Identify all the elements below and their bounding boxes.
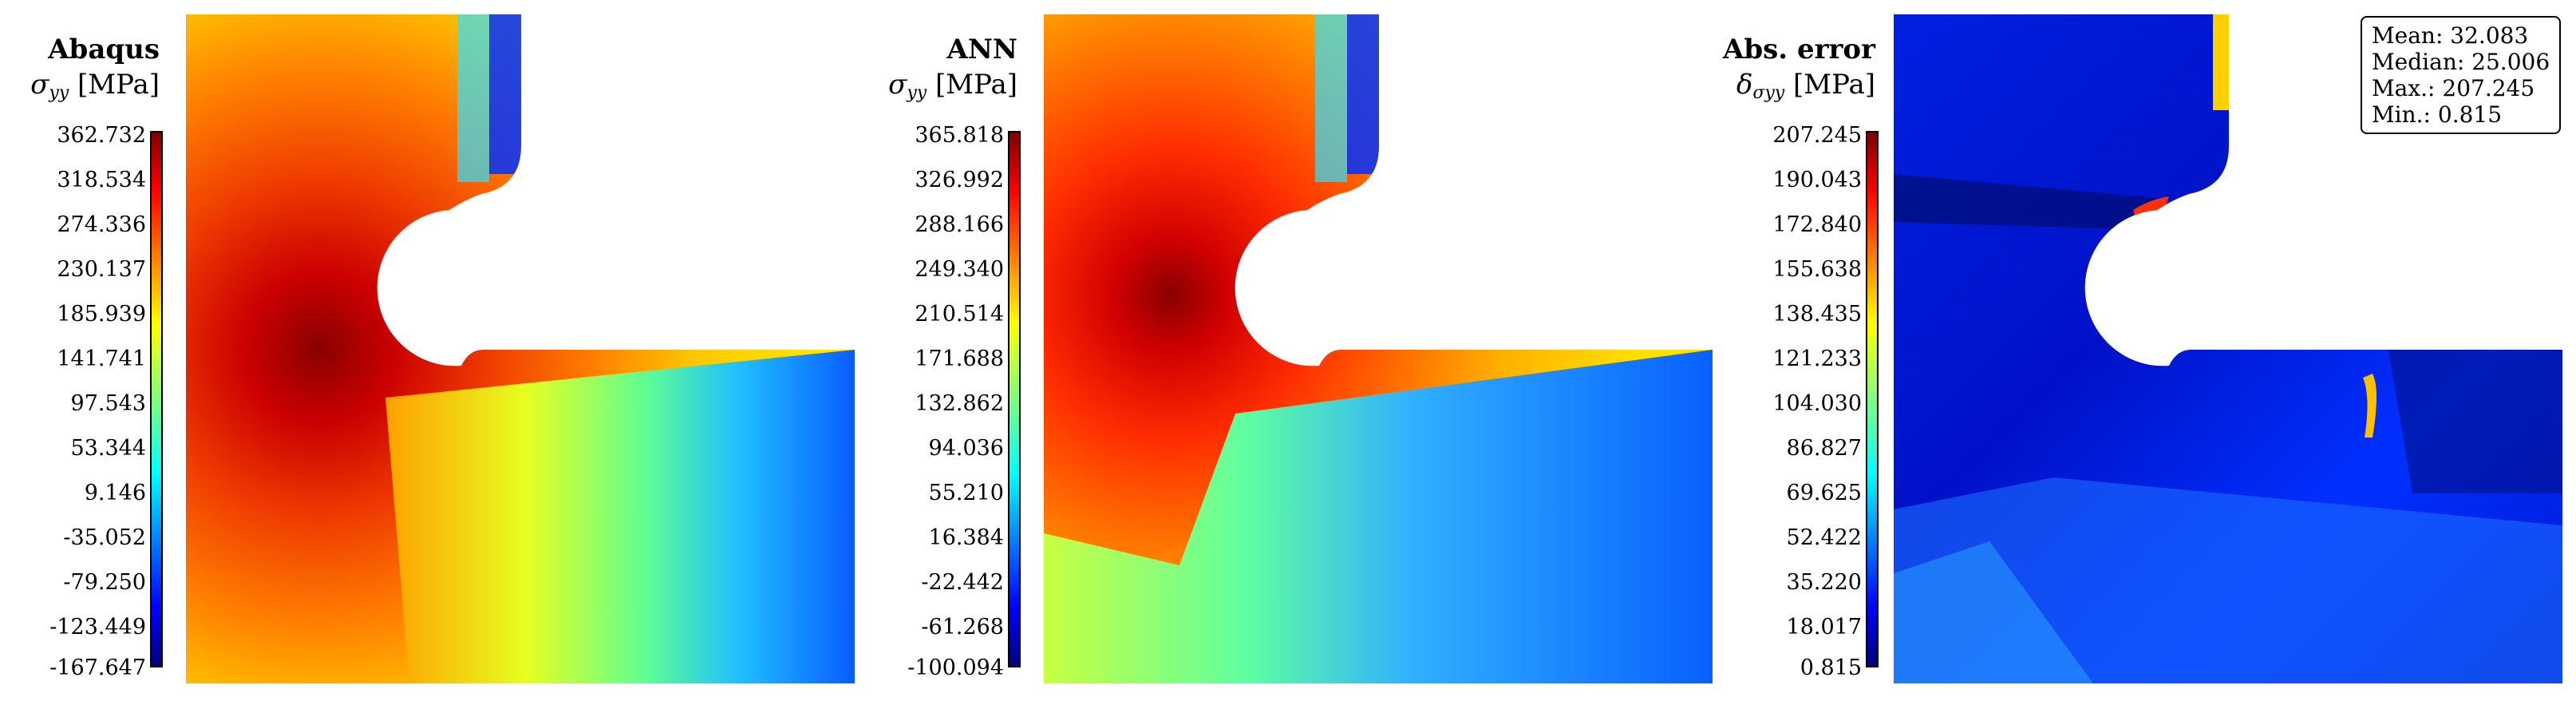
quantity-symbol: δ	[1736, 69, 1753, 101]
stat-max: Max.: 207.245	[2372, 75, 2535, 101]
quantity-unit: [MPa]	[1793, 69, 1875, 101]
quantity-subscript: yy	[907, 83, 927, 103]
tick-label: 210.514	[915, 302, 1004, 327]
tick-label: -100.094	[907, 655, 1004, 680]
tick-label: 318.534	[57, 168, 146, 192]
panel-abs-error: Abs. error δσyy [MPa] 207.245 190.043 17…	[1716, 0, 2576, 701]
stress-field-abaqus	[186, 14, 855, 683]
tick-label: -22.442	[921, 570, 1004, 595]
tick-label: 326.992	[915, 168, 1004, 192]
tick-label: 9.146	[84, 481, 146, 505]
error-statistics-box: Mean: 32.083 Median: 25.006 Max.: 207.24…	[2361, 16, 2562, 134]
panel-title: Abs. error	[1722, 34, 1875, 65]
tick-label: 121.233	[1772, 347, 1862, 371]
stat-median: Median: 25.006	[2372, 49, 2550, 75]
tick-label: 362.732	[57, 123, 146, 148]
tick-label: 190.043	[1772, 168, 1862, 192]
quantity-symbol: σ	[888, 69, 907, 101]
panel-title: Abaqus	[48, 34, 160, 65]
panel-ann: ANN σyy [MPa] 365.818 326.992 288.166 24…	[858, 0, 1716, 701]
tick-label: 172.840	[1772, 212, 1862, 237]
tick-label: 97.543	[70, 391, 146, 416]
tick-label: 155.638	[1772, 257, 1862, 282]
tick-label: 207.245	[1772, 123, 1862, 148]
quantity-unit: [MPa]	[77, 69, 160, 101]
stress-field-ann	[1044, 14, 1713, 683]
tick-label: 53.344	[70, 436, 146, 461]
tick-label: 171.688	[915, 347, 1004, 371]
tick-label: 249.340	[915, 257, 1004, 282]
tick-label: 141.741	[57, 347, 146, 371]
tick-label: 16.384	[928, 525, 1004, 550]
tick-label: 86.827	[1786, 436, 1862, 461]
tick-label: 288.166	[915, 212, 1004, 237]
tick-label: -61.268	[921, 615, 1004, 640]
tick-label: 230.137	[57, 257, 146, 282]
panel-abaqus: Abaqus σyy [MPa] 362.732 318.534 274.336…	[0, 0, 858, 701]
quantity-label: δσyy [MPa]	[1736, 69, 1875, 109]
stat-mean: Mean: 32.083	[2372, 22, 2529, 49]
quantity-label: σyy [MPa]	[888, 69, 1017, 109]
tick-label: 94.036	[928, 436, 1004, 461]
quantity-unit: [MPa]	[935, 69, 1017, 101]
colorbar	[150, 131, 163, 667]
tick-label: -123.449	[49, 615, 146, 640]
tick-label: 18.017	[1786, 615, 1862, 640]
tick-label: 365.818	[915, 123, 1004, 148]
tick-label: -79.250	[63, 570, 146, 595]
tick-label: 69.625	[1786, 481, 1862, 505]
tick-label: 35.220	[1786, 570, 1862, 595]
panel-title: ANN	[946, 34, 1017, 65]
colorbar	[1866, 131, 1879, 667]
tick-label: 185.939	[57, 302, 146, 327]
tick-label: -35.052	[63, 525, 146, 550]
error-field	[1894, 14, 2562, 683]
quantity-subscript: σyy	[1752, 83, 1785, 103]
tick-label: 132.862	[915, 391, 1004, 416]
quantity-subscript: yy	[49, 83, 69, 103]
tick-label: 274.336	[57, 212, 146, 237]
quantity-symbol: σ	[30, 69, 49, 101]
tick-label: 0.815	[1800, 655, 1862, 680]
colorbar	[1008, 131, 1021, 667]
tick-label: 52.422	[1786, 525, 1862, 550]
tick-label: -167.647	[49, 655, 146, 680]
tick-label: 138.435	[1772, 302, 1862, 327]
tick-label: 55.210	[928, 481, 1004, 505]
quantity-label: σyy [MPa]	[30, 69, 160, 109]
tick-label: 104.030	[1772, 391, 1862, 416]
stat-min: Min.: 0.815	[2372, 101, 2503, 128]
